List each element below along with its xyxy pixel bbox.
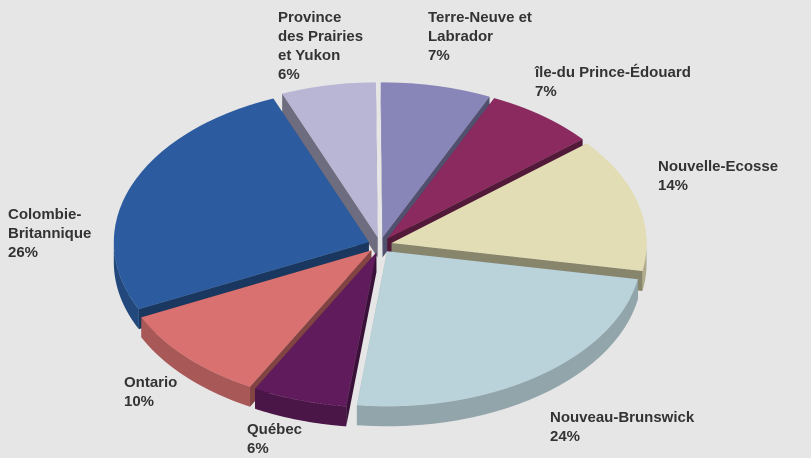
slice-top	[141, 250, 372, 387]
label-value: 6%	[278, 66, 300, 83]
slice-top	[391, 143, 647, 271]
label-name: Nouvelle-Ecosse	[658, 158, 779, 175]
label-name: Province des Prairies et Yukon	[278, 9, 364, 64]
slice-side-wall	[380, 82, 383, 258]
label-value: 6%	[247, 440, 269, 457]
label-value: 7%	[535, 83, 557, 100]
label-value: 7%	[428, 47, 450, 64]
slice-top	[282, 82, 378, 238]
data-label: Nouvelle-Ecosse 14%	[658, 157, 778, 195]
data-label: Terre-Neuve et Labrador 7%	[428, 8, 553, 65]
slice-top	[255, 252, 377, 407]
data-label: Colombie-Britannique 26%	[8, 205, 108, 262]
slice-outer-wall	[113, 242, 139, 330]
slice-side-wall	[282, 93, 378, 258]
pie-slice	[282, 82, 378, 258]
label-name: Colombie-Britannique	[8, 206, 92, 242]
data-label: île-du Prince-Édouard 7%	[535, 63, 691, 101]
label-name: Terre-Neuve et Labrador	[428, 9, 532, 45]
data-label: Ontario 10%	[124, 373, 177, 411]
slice-outer-wall	[141, 317, 251, 407]
data-label: Province des Prairies et Yukon 6%	[278, 8, 366, 84]
slice-top	[380, 82, 490, 238]
pie-slice	[356, 251, 638, 427]
pie-slice	[255, 252, 377, 427]
label-value: 14%	[658, 177, 689, 194]
slice-top	[113, 98, 369, 310]
label-name: Ontario	[124, 374, 178, 391]
slice-top	[356, 251, 638, 407]
label-value: 24%	[550, 428, 581, 445]
label-value: 26%	[8, 244, 39, 261]
slice-top	[387, 98, 583, 239]
label-name: Nouveau-Brunswick	[550, 409, 695, 426]
data-label: Québec 6%	[247, 420, 302, 458]
label-name: Québec	[247, 421, 303, 438]
slice-outer-wall	[255, 388, 347, 427]
slice-outer-wall	[642, 243, 647, 291]
slice-side-wall	[346, 252, 377, 427]
label-value: 10%	[124, 393, 155, 410]
data-label: Nouveau-Brunswick 24%	[550, 408, 694, 446]
label-name: île-du Prince-Édouard	[535, 64, 691, 81]
slice-outer-wall	[356, 279, 638, 427]
